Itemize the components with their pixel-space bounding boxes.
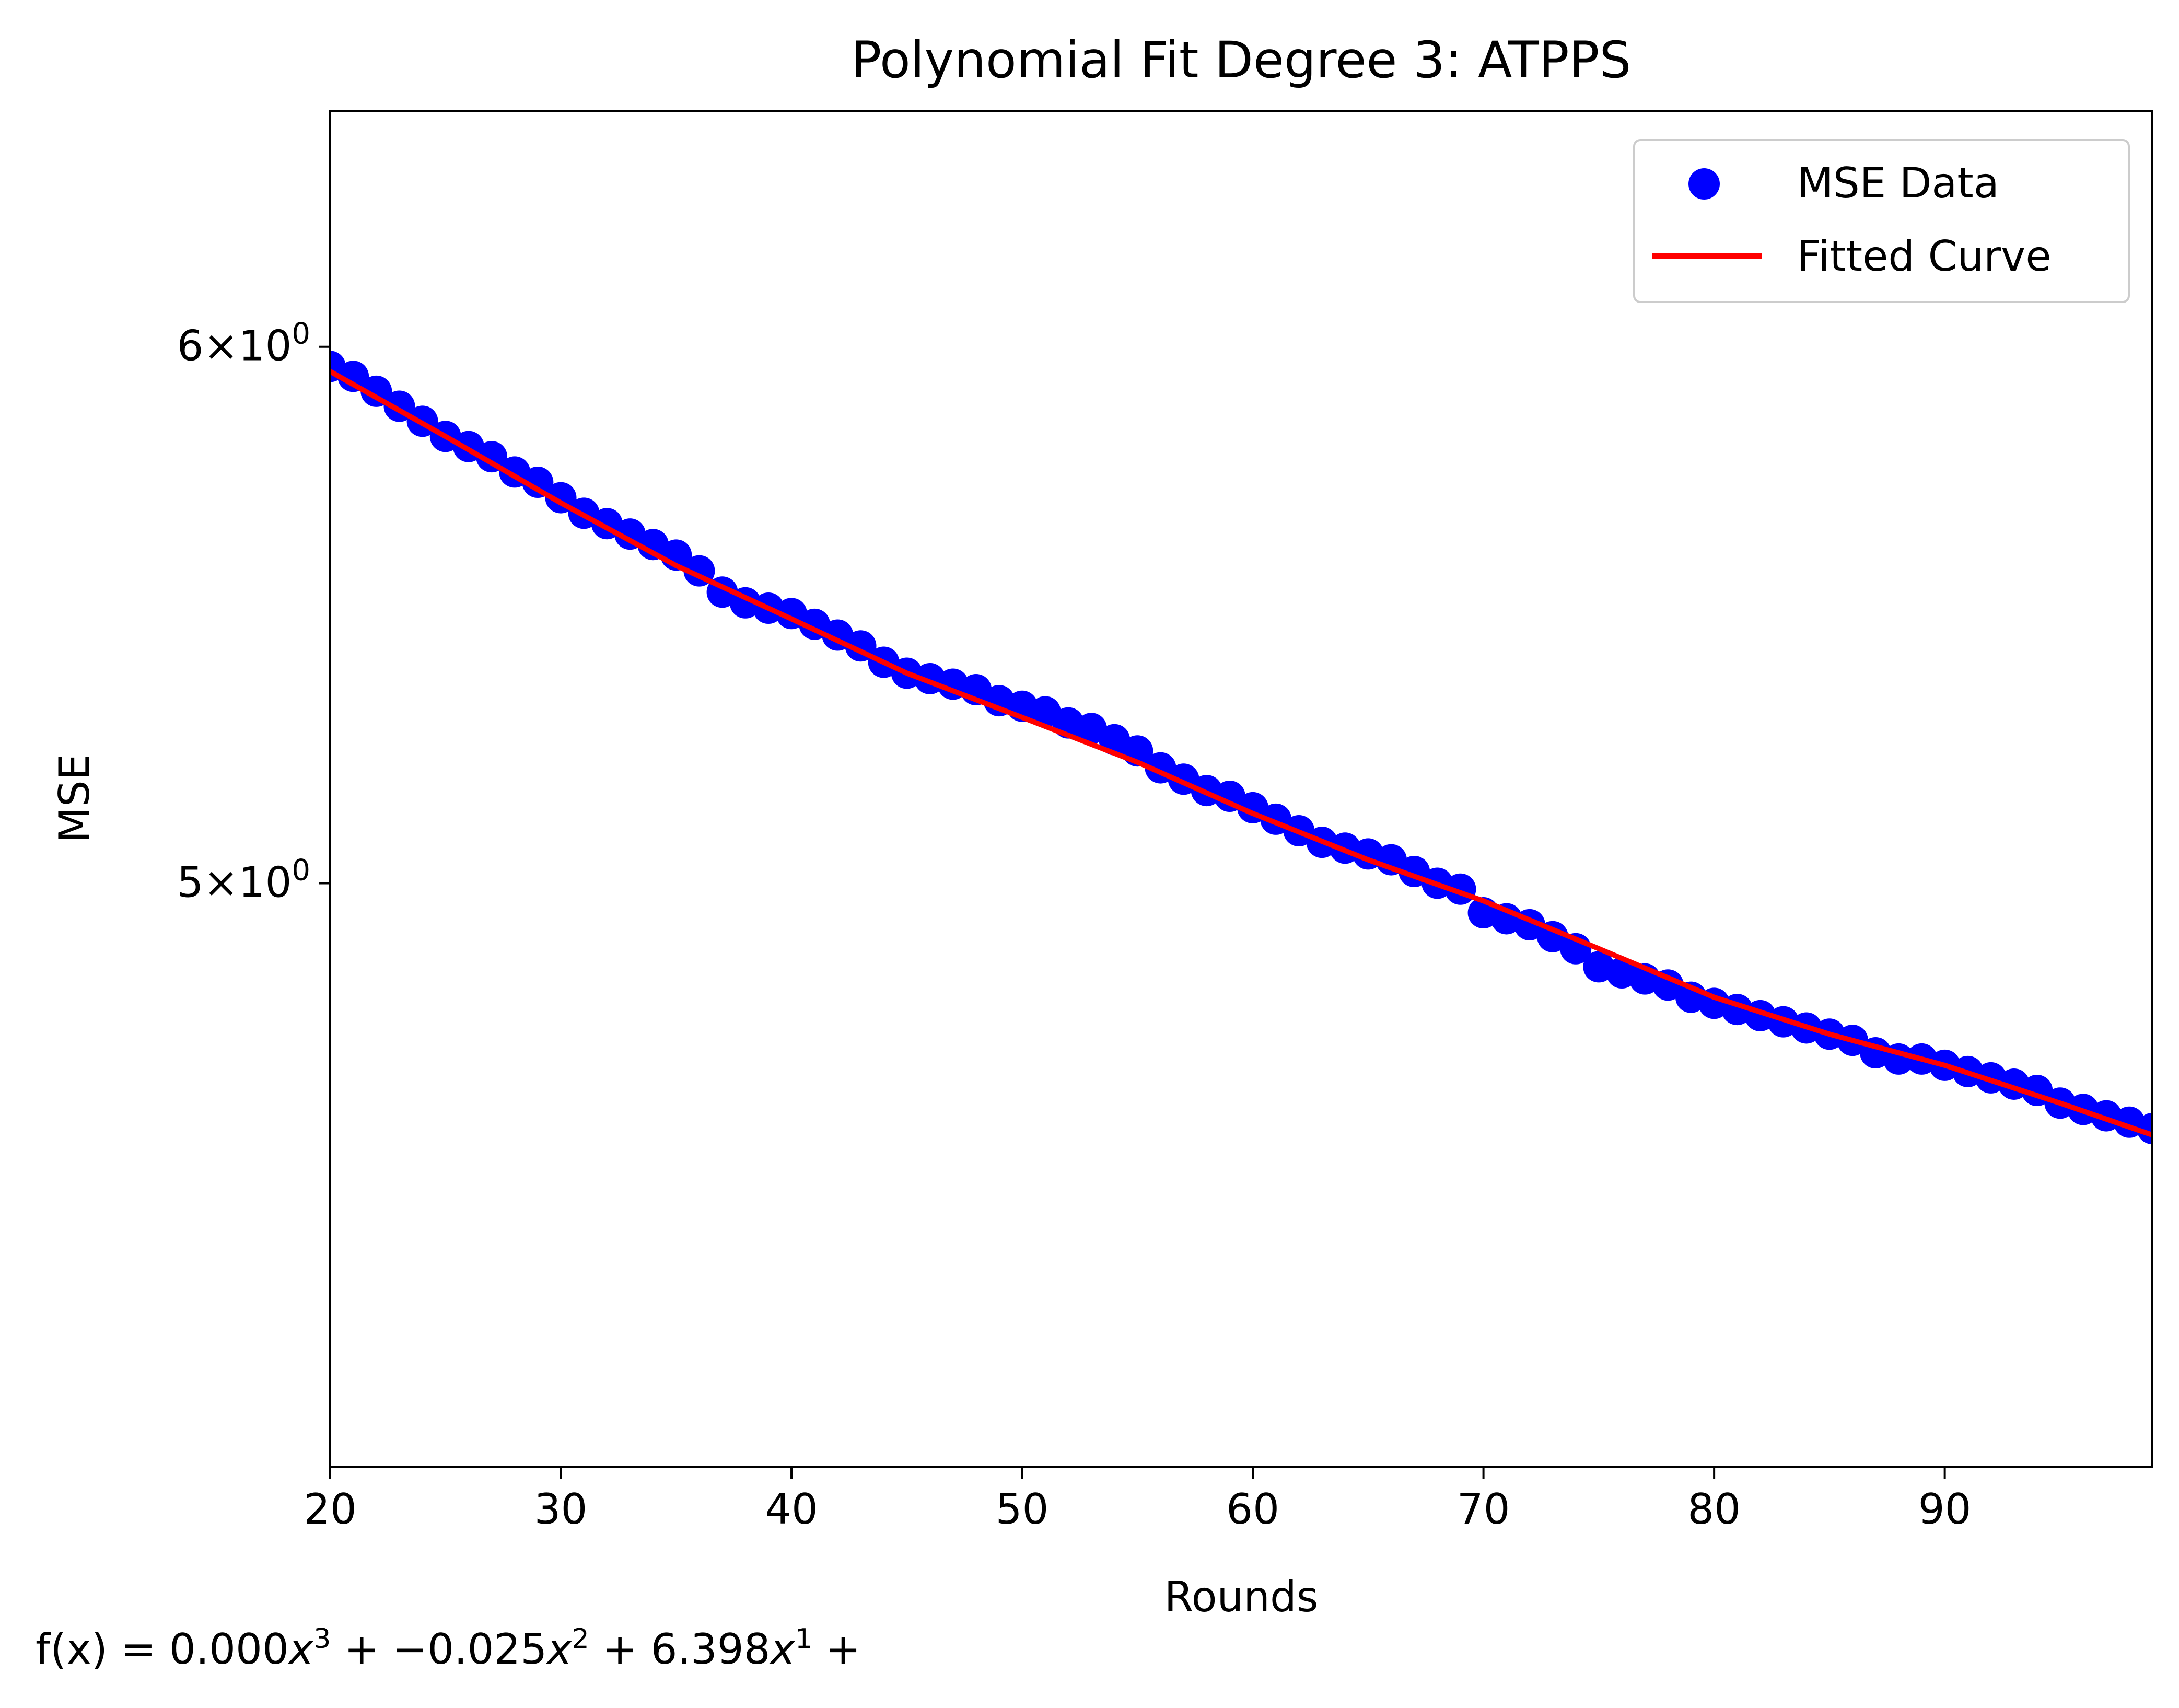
equation-x1: x xyxy=(769,1625,796,1674)
legend-marker-scatter xyxy=(1688,168,1720,200)
x-tick-label: 70 xyxy=(1457,1485,1510,1533)
equation-exponent-1: 1 xyxy=(795,1623,812,1655)
legend: MSE Data Fitted Curve xyxy=(1633,139,2130,303)
fit-equation-annotation: f(x) = 0.000x3 + −0.025x2 + 6.398x1 + xyxy=(36,1623,861,1674)
equation-suffix: + xyxy=(812,1625,860,1674)
y-tick-mantissa: 6×10 xyxy=(177,322,292,370)
y-tick-label: 6×100 xyxy=(177,317,310,370)
data-point xyxy=(337,361,369,392)
legend-label-mse-data: MSE Data xyxy=(1797,159,1999,207)
data-point xyxy=(2137,1113,2152,1144)
fitted-curve-line xyxy=(330,369,2152,1138)
legend-label-fitted-curve: Fitted Curve xyxy=(1797,232,2052,281)
equation-term-1-coef: + 6.398 xyxy=(589,1625,771,1674)
y-tick-label: 5×100 xyxy=(177,853,310,907)
y-tick-exponent: 0 xyxy=(292,317,310,351)
legend-box xyxy=(1633,139,2130,303)
equation-x3: x xyxy=(287,1625,314,1674)
y-axis-label: MSE xyxy=(50,754,99,843)
x-tick-label: 90 xyxy=(1918,1485,1972,1533)
x-axis-label: Rounds xyxy=(1164,1573,1319,1621)
x-tick-label: 60 xyxy=(1226,1485,1279,1533)
x-tick-label: 40 xyxy=(765,1485,818,1533)
plot-data-group xyxy=(330,351,2152,1144)
x-tick-label: 50 xyxy=(996,1485,1049,1533)
chart-title: Polynomial Fit Degree 3: ATPPS xyxy=(852,31,1632,89)
plot-area xyxy=(329,110,2153,1468)
x-tick-label: 20 xyxy=(304,1485,357,1533)
plot-frame xyxy=(329,110,2153,1468)
x-tick-label: 80 xyxy=(1687,1485,1741,1533)
y-tick-exponent: 0 xyxy=(292,853,310,887)
equation-term-2-coef: + −0.025 xyxy=(331,1625,547,1674)
equation-prefix: f(x) = 0.000 xyxy=(36,1625,289,1674)
data-point xyxy=(522,467,554,498)
x-tick-label: 30 xyxy=(534,1485,588,1533)
x-axis-ticks: 20 30 40 50 60 70 80 90 xyxy=(304,1467,1972,1533)
y-tick-mantissa: 5×10 xyxy=(177,858,292,907)
equation-x2: x xyxy=(545,1625,573,1674)
equation-exponent-2: 2 xyxy=(572,1623,589,1655)
equation-exponent-3: 3 xyxy=(313,1623,331,1655)
